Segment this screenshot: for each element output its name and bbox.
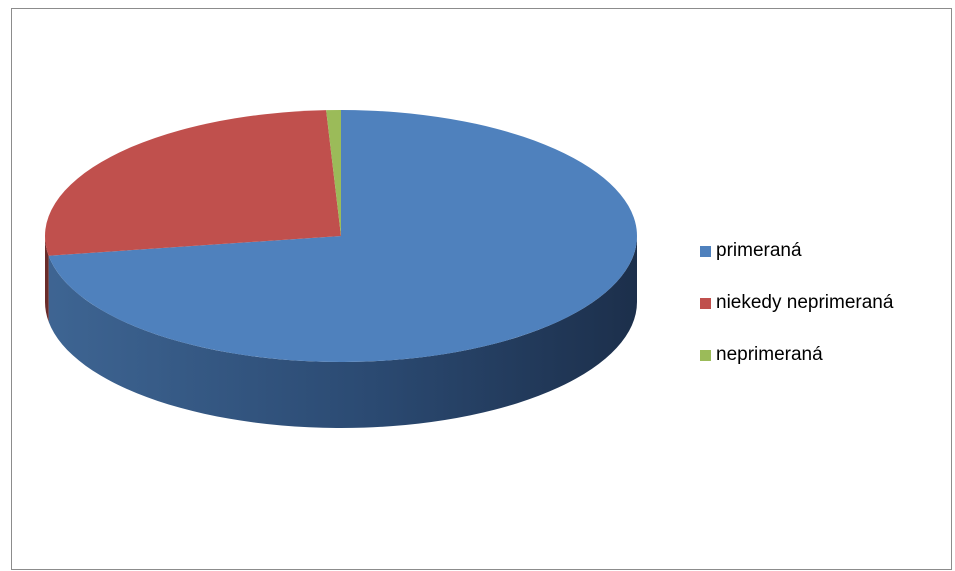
pie-slice-primerana [48, 110, 638, 362]
legend-label-primerana: primeraná [716, 240, 802, 261]
pie-side-primerana [48, 236, 638, 428]
pie-slice-niekedy-neprimerana [44, 110, 341, 256]
legend-swatch-neprimerana [700, 349, 711, 361]
legend-swatch-niekedy-neprimerana [700, 297, 711, 309]
legend-swatch-primerana [700, 245, 711, 257]
legend-label-niekedy-neprimerana: niekedy neprimeraná [716, 292, 894, 313]
pie-side-niekedy-neprimerana [45, 236, 49, 322]
pie-slice-neprimerana [326, 110, 341, 236]
chart-area: primeraná niekedy neprimeraná neprimeran… [11, 8, 952, 570]
pie-tops [44, 110, 638, 362]
pie-sides [45, 236, 638, 428]
pie-chart [44, 110, 638, 428]
legend-label-neprimerana: neprimeraná [716, 344, 823, 365]
legend-item-niekedy-neprimerana: niekedy neprimeraná [700, 292, 894, 313]
legend-item-neprimerana: neprimeraná [700, 344, 893, 365]
legend-item-primerana: primeraná [700, 240, 893, 261]
chart-legend: primeraná niekedy neprimeraná neprimeran… [700, 240, 894, 397]
